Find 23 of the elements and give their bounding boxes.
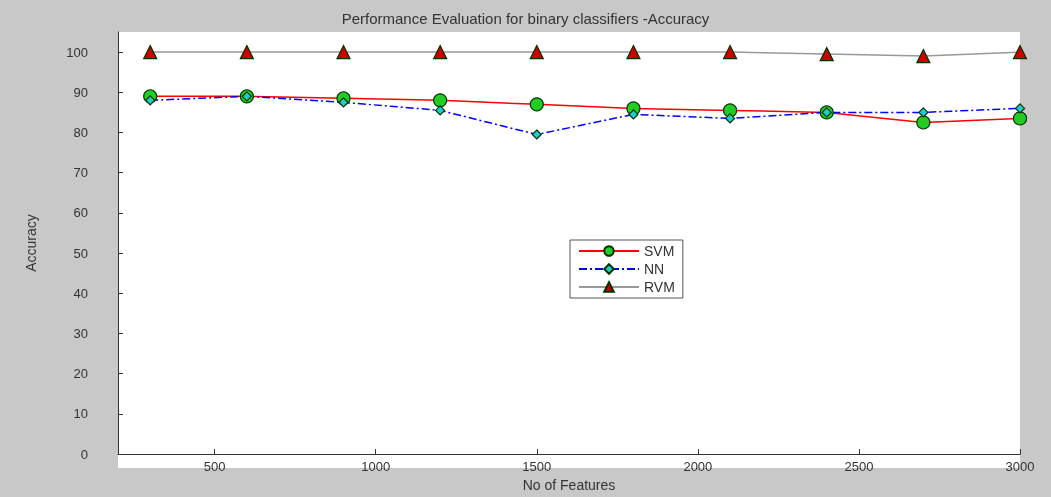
y-axis-title: Accuracy — [23, 214, 39, 272]
y-tick-label: 30 — [73, 326, 88, 341]
y-tick-label: 50 — [73, 245, 88, 261]
y-tick-label: 80 — [73, 125, 88, 140]
y-tick-label: 100 — [66, 44, 88, 60]
x-tick-label: 1500 — [522, 459, 552, 475]
legend-label: RVM — [644, 279, 675, 295]
x-tick-label: 500 — [203, 459, 226, 475]
y-tick-label: 10 — [73, 406, 88, 422]
legend-label: SVM — [644, 243, 675, 259]
x-axis-title: No of Features — [522, 477, 616, 493]
y-tick-label: 20 — [73, 366, 88, 382]
y-tick-label: 0 — [80, 446, 88, 462]
x-tick-label: 3000 — [1005, 459, 1035, 475]
y-tick-label: 70 — [73, 165, 88, 181]
x-tick-label: 2500 — [844, 459, 874, 475]
y-tick-label: 90 — [73, 84, 88, 100]
x-tick-label: 2000 — [683, 459, 713, 475]
legend-label: NN — [644, 261, 665, 277]
y-tick-label: 60 — [73, 205, 88, 221]
y-tick-label: 40 — [73, 285, 88, 301]
chart-title: Performance Evaluation for binary classifiers -Accuracy — [341, 10, 710, 27]
x-tick-label: 1000 — [361, 459, 391, 475]
